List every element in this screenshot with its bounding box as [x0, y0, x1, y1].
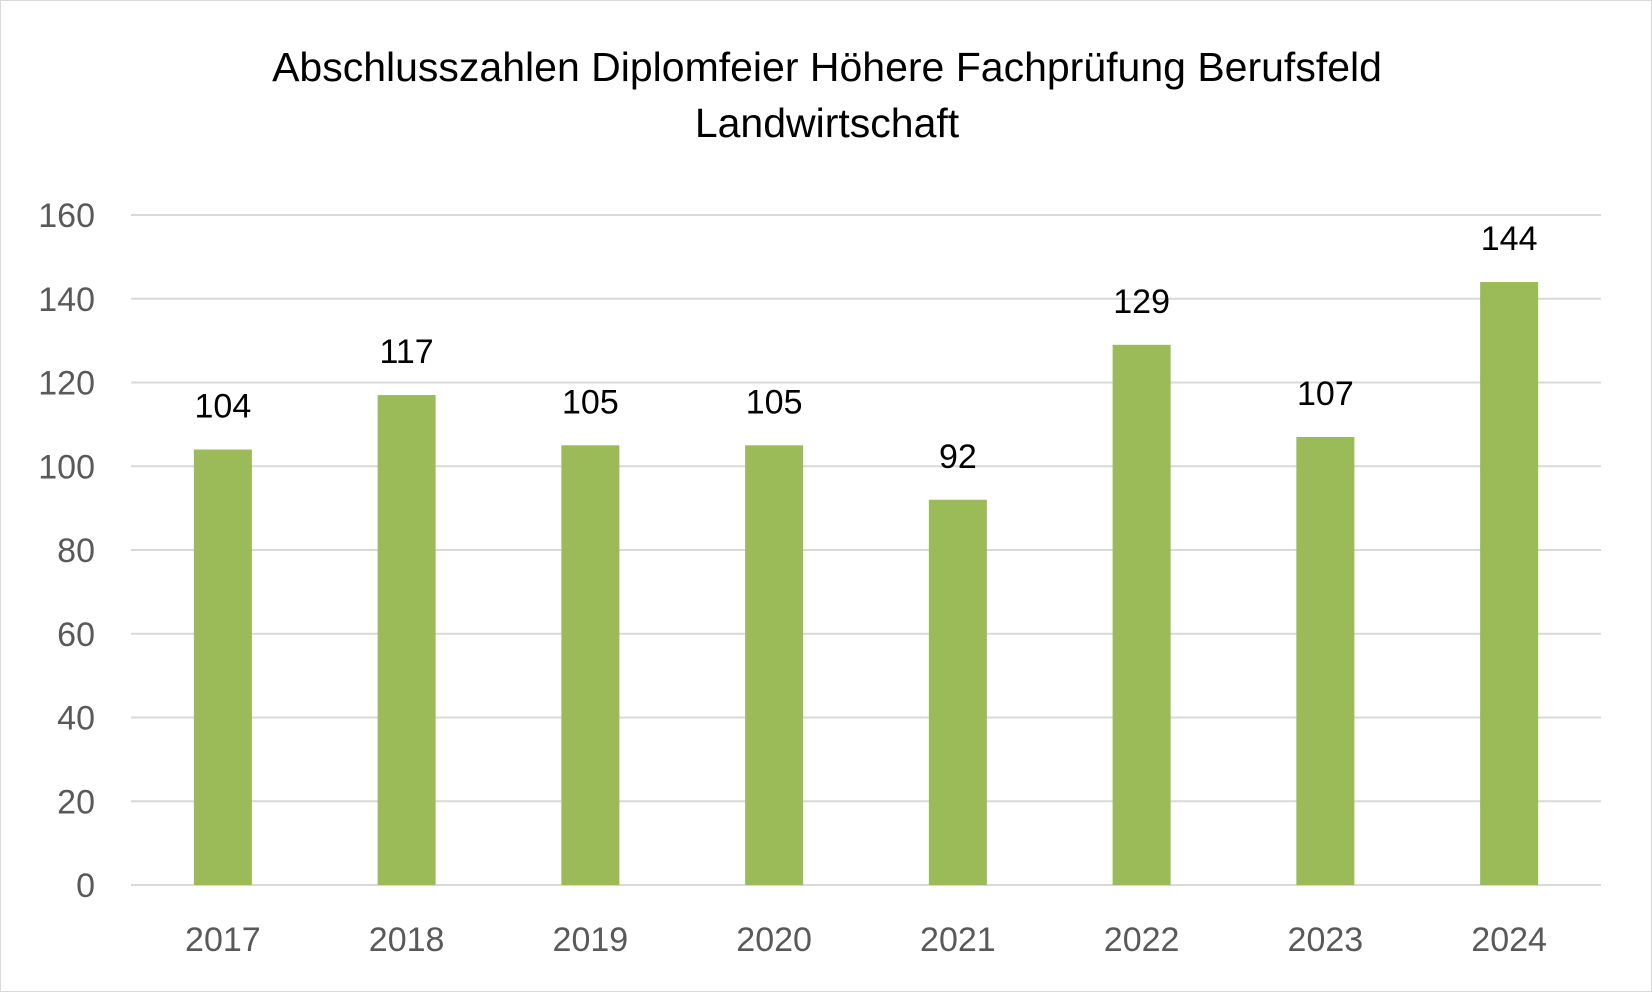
bar [928, 499, 987, 885]
bar [1480, 282, 1539, 885]
y-tick-label: 20 [57, 783, 95, 821]
bar [193, 449, 252, 885]
x-tick-label: 2017 [185, 921, 261, 959]
y-tick-label: 100 [38, 448, 95, 486]
x-tick-label: 2020 [736, 921, 812, 959]
data-label: 117 [380, 333, 434, 371]
x-tick-label: 2022 [1104, 921, 1180, 959]
y-tick-label: 120 [38, 365, 95, 403]
data-label: 92 [939, 438, 977, 476]
y-tick-label: 160 [38, 197, 95, 235]
y-tick-label: 40 [57, 700, 95, 738]
data-label: 105 [746, 383, 803, 421]
chart-title-line-2: Landwirtschaft [694, 100, 960, 146]
x-tick-label: 2018 [369, 921, 445, 959]
y-tick-label: 80 [57, 532, 95, 570]
data-label: 144 [1481, 220, 1538, 258]
y-tick-label: 0 [76, 867, 95, 905]
x-tick-label: 2021 [920, 921, 996, 959]
data-label: 104 [195, 388, 252, 426]
chart-title-line-1: Abschlusszahlen Diplomfeier Höhere Fachp… [272, 44, 1382, 90]
y-tick-label: 140 [38, 281, 95, 319]
y-tick-label: 60 [57, 616, 95, 654]
chart-title: Abschlusszahlen Diplomfeier Höhere Fachp… [1, 39, 1652, 151]
x-tick-label: 2019 [553, 921, 629, 959]
data-label: 107 [1297, 375, 1354, 413]
x-tick-label: 2023 [1288, 921, 1364, 959]
bar [561, 445, 620, 885]
data-label: 129 [1113, 283, 1170, 321]
data-label: 105 [562, 383, 619, 421]
x-tick-label: 2024 [1471, 921, 1547, 959]
bar [745, 445, 804, 885]
bar [1296, 436, 1355, 885]
bar [377, 395, 436, 885]
bar [1112, 344, 1171, 885]
